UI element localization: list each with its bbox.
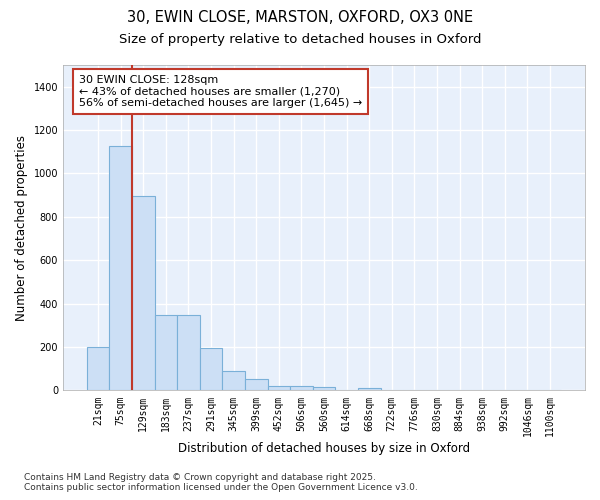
Text: Contains HM Land Registry data © Crown copyright and database right 2025.
Contai: Contains HM Land Registry data © Crown c… [24,473,418,492]
Bar [290,386,313,390]
Bar [87,347,109,391]
Bar [109,146,132,390]
Title: Size of property relative to detached houses in Oxford: Size of property relative to detached ho… [0,499,1,500]
Bar [132,196,155,390]
X-axis label: Distribution of detached houses by size in Oxford: Distribution of detached houses by size … [178,442,470,455]
Bar [245,378,268,390]
Bar [268,386,290,390]
Text: 30 EWIN CLOSE: 128sqm
← 43% of detached houses are smaller (1,270)
56% of semi-d: 30 EWIN CLOSE: 128sqm ← 43% of detached … [79,75,362,108]
Bar [223,371,245,390]
Bar [313,388,335,390]
Bar [177,314,200,390]
Y-axis label: Number of detached properties: Number of detached properties [15,134,28,320]
Text: 30, EWIN CLOSE, MARSTON, OXFORD, OX3 0NE: 30, EWIN CLOSE, MARSTON, OXFORD, OX3 0NE [127,10,473,25]
Bar [155,314,177,390]
Bar [200,348,223,391]
Bar [358,388,380,390]
Text: Size of property relative to detached houses in Oxford: Size of property relative to detached ho… [119,32,481,46]
